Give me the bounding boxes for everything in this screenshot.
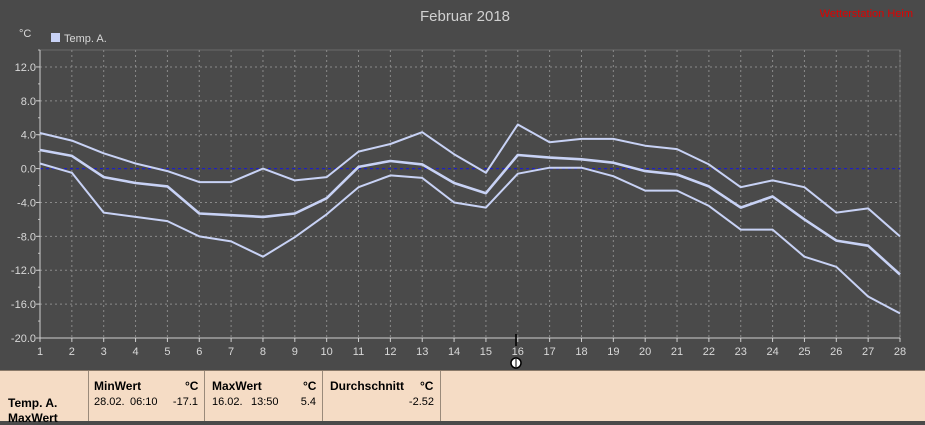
legend-label: Temp. A. xyxy=(64,33,107,45)
x-tick-label: 16 xyxy=(512,346,524,358)
series xyxy=(39,123,901,315)
series-column: Temp. A. MaxWert xyxy=(0,371,89,425)
min-column: MinWert °C 28.02. 06:10 -17.1 xyxy=(88,371,205,421)
max-unit: °C xyxy=(303,379,317,393)
y-tick-label: 0.0 xyxy=(21,164,36,176)
x-tick-label: 5 xyxy=(164,346,170,358)
max-column: MaxWert °C 16.02. 13:50 5.4 xyxy=(205,371,323,421)
x-tick-label: 14 xyxy=(448,346,460,358)
plot-frame xyxy=(39,49,901,339)
x-tick-label: 11 xyxy=(353,346,364,358)
series-subname: MaxWert xyxy=(8,411,58,425)
max-date: 16.02. xyxy=(212,396,243,408)
y-axis-unit: °C xyxy=(19,28,31,40)
x-tick-label: 10 xyxy=(321,346,333,358)
y-tick-label: -4.0 xyxy=(17,197,36,209)
min-header: MinWert xyxy=(94,379,142,393)
cursor-marker[interactable] xyxy=(510,334,522,369)
y-tick-label: 8.0 xyxy=(21,96,36,108)
x-tick-label: 24 xyxy=(766,346,778,358)
series-line-avg xyxy=(39,148,901,276)
y-tick-label: 12.0 xyxy=(15,62,36,74)
y-tick-label: -20.0 xyxy=(11,333,36,345)
avg-header: Durchschnitt xyxy=(330,379,405,393)
max-header: MaxWert xyxy=(212,379,262,393)
x-tick-label: 13 xyxy=(416,346,428,358)
x-tick-label: 17 xyxy=(544,346,556,358)
y-tick-label: -8.0 xyxy=(17,231,36,243)
series-line-high xyxy=(39,123,901,238)
x-tick-label: 28 xyxy=(894,346,906,358)
x-tick-label: 25 xyxy=(798,346,810,358)
grid xyxy=(39,49,901,339)
x-tick-label: 6 xyxy=(196,346,202,358)
x-tick-label: 26 xyxy=(830,346,842,358)
y-tick-label: 4.0 xyxy=(21,130,36,142)
axes: 12.08.04.00.0-4.0-8.0-12.0-16.0-20.01 2 3 4… xyxy=(11,49,906,358)
x-tick-label: 15 xyxy=(480,346,492,358)
min-value: -17.1 xyxy=(172,396,198,408)
x-tick-label: 12 xyxy=(384,346,396,358)
avg-unit: °C xyxy=(420,379,434,393)
y-tick-label: -16.0 xyxy=(11,299,36,311)
station-label: Wetterstation Heim xyxy=(820,8,913,20)
min-date: 28.02. xyxy=(94,396,125,408)
x-tick-label: 21 xyxy=(671,346,683,358)
chart-title: Februar 2018 xyxy=(420,8,510,25)
max-time: 13:50 xyxy=(251,396,279,408)
x-tick-label: 27 xyxy=(862,346,874,358)
avg-column: Durchschnitt °C -2.52 xyxy=(323,371,441,421)
temperature-chart: Februar 2018 Wetterstation Heim °C Temp.… xyxy=(11,8,913,369)
x-tick-label: 9 xyxy=(292,346,298,358)
x-tick-label: 19 xyxy=(607,346,619,358)
x-tick-label: 4 xyxy=(132,346,138,358)
max-value: 5.4 xyxy=(300,396,316,408)
chart-area: Februar 2018 Wetterstation Heim °C Temp.… xyxy=(10,8,913,369)
legend-swatch xyxy=(51,33,60,42)
x-tick-label: 8 xyxy=(260,346,266,358)
series-line-low xyxy=(39,162,901,315)
min-unit: °C xyxy=(185,379,199,393)
avg-value: -2.52 xyxy=(408,396,434,408)
x-tick-label: 20 xyxy=(639,346,651,358)
min-time: 06:10 xyxy=(130,396,158,408)
x-tick-label: 18 xyxy=(575,346,587,358)
x-tick-label: 2 xyxy=(69,346,75,358)
x-tick-label: 23 xyxy=(735,346,747,358)
x-tick-label: 22 xyxy=(703,346,715,358)
x-tick-label: 1 xyxy=(37,346,43,358)
x-tick-label: 3 xyxy=(101,346,107,358)
x-tick-label: 7 xyxy=(228,346,234,358)
series-name: Temp. A. xyxy=(8,396,58,410)
y-tick-label: -12.0 xyxy=(11,265,36,277)
statistics-panel: Temp. A. MaxWert MinWert °C 28.02. 06:10… xyxy=(0,370,925,425)
